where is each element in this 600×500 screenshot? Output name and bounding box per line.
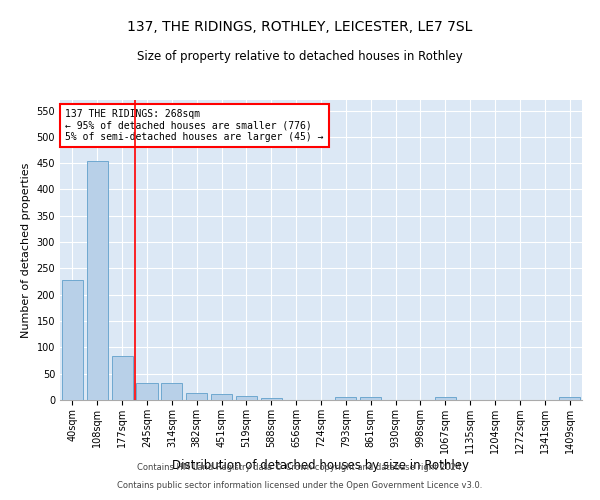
Bar (87, 161, 108, 400)
X-axis label: Distribution of detached houses by size in Rothley: Distribution of detached houses by size … (173, 459, 470, 472)
Bar (360, 398, 381, 400)
Text: Size of property relative to detached houses in Rothley: Size of property relative to detached ho… (137, 50, 463, 63)
Bar (435, 398, 456, 400)
Text: 137, THE RIDINGS, ROTHLEY, LEICESTER, LE7 7SL: 137, THE RIDINGS, ROTHLEY, LEICESTER, LE… (127, 20, 473, 34)
Bar (261, 398, 282, 400)
Text: Contains public sector information licensed under the Open Government Licence v3: Contains public sector information licen… (118, 481, 482, 490)
Text: Contains HM Land Registry data © Crown copyright and database right 2024.: Contains HM Land Registry data © Crown c… (137, 464, 463, 472)
Bar (236, 396, 257, 400)
Bar (62, 280, 83, 400)
Y-axis label: Number of detached properties: Number of detached properties (21, 162, 31, 338)
Text: 137 THE RIDINGS: 268sqm
← 95% of detached houses are smaller (776)
5% of semi-de: 137 THE RIDINGS: 268sqm ← 95% of detache… (65, 109, 324, 142)
Bar (335, 398, 356, 400)
Bar (211, 394, 232, 400)
Bar (112, 356, 133, 400)
Bar (161, 382, 182, 400)
Bar (136, 382, 158, 400)
Bar (559, 398, 580, 400)
Bar (186, 393, 207, 400)
